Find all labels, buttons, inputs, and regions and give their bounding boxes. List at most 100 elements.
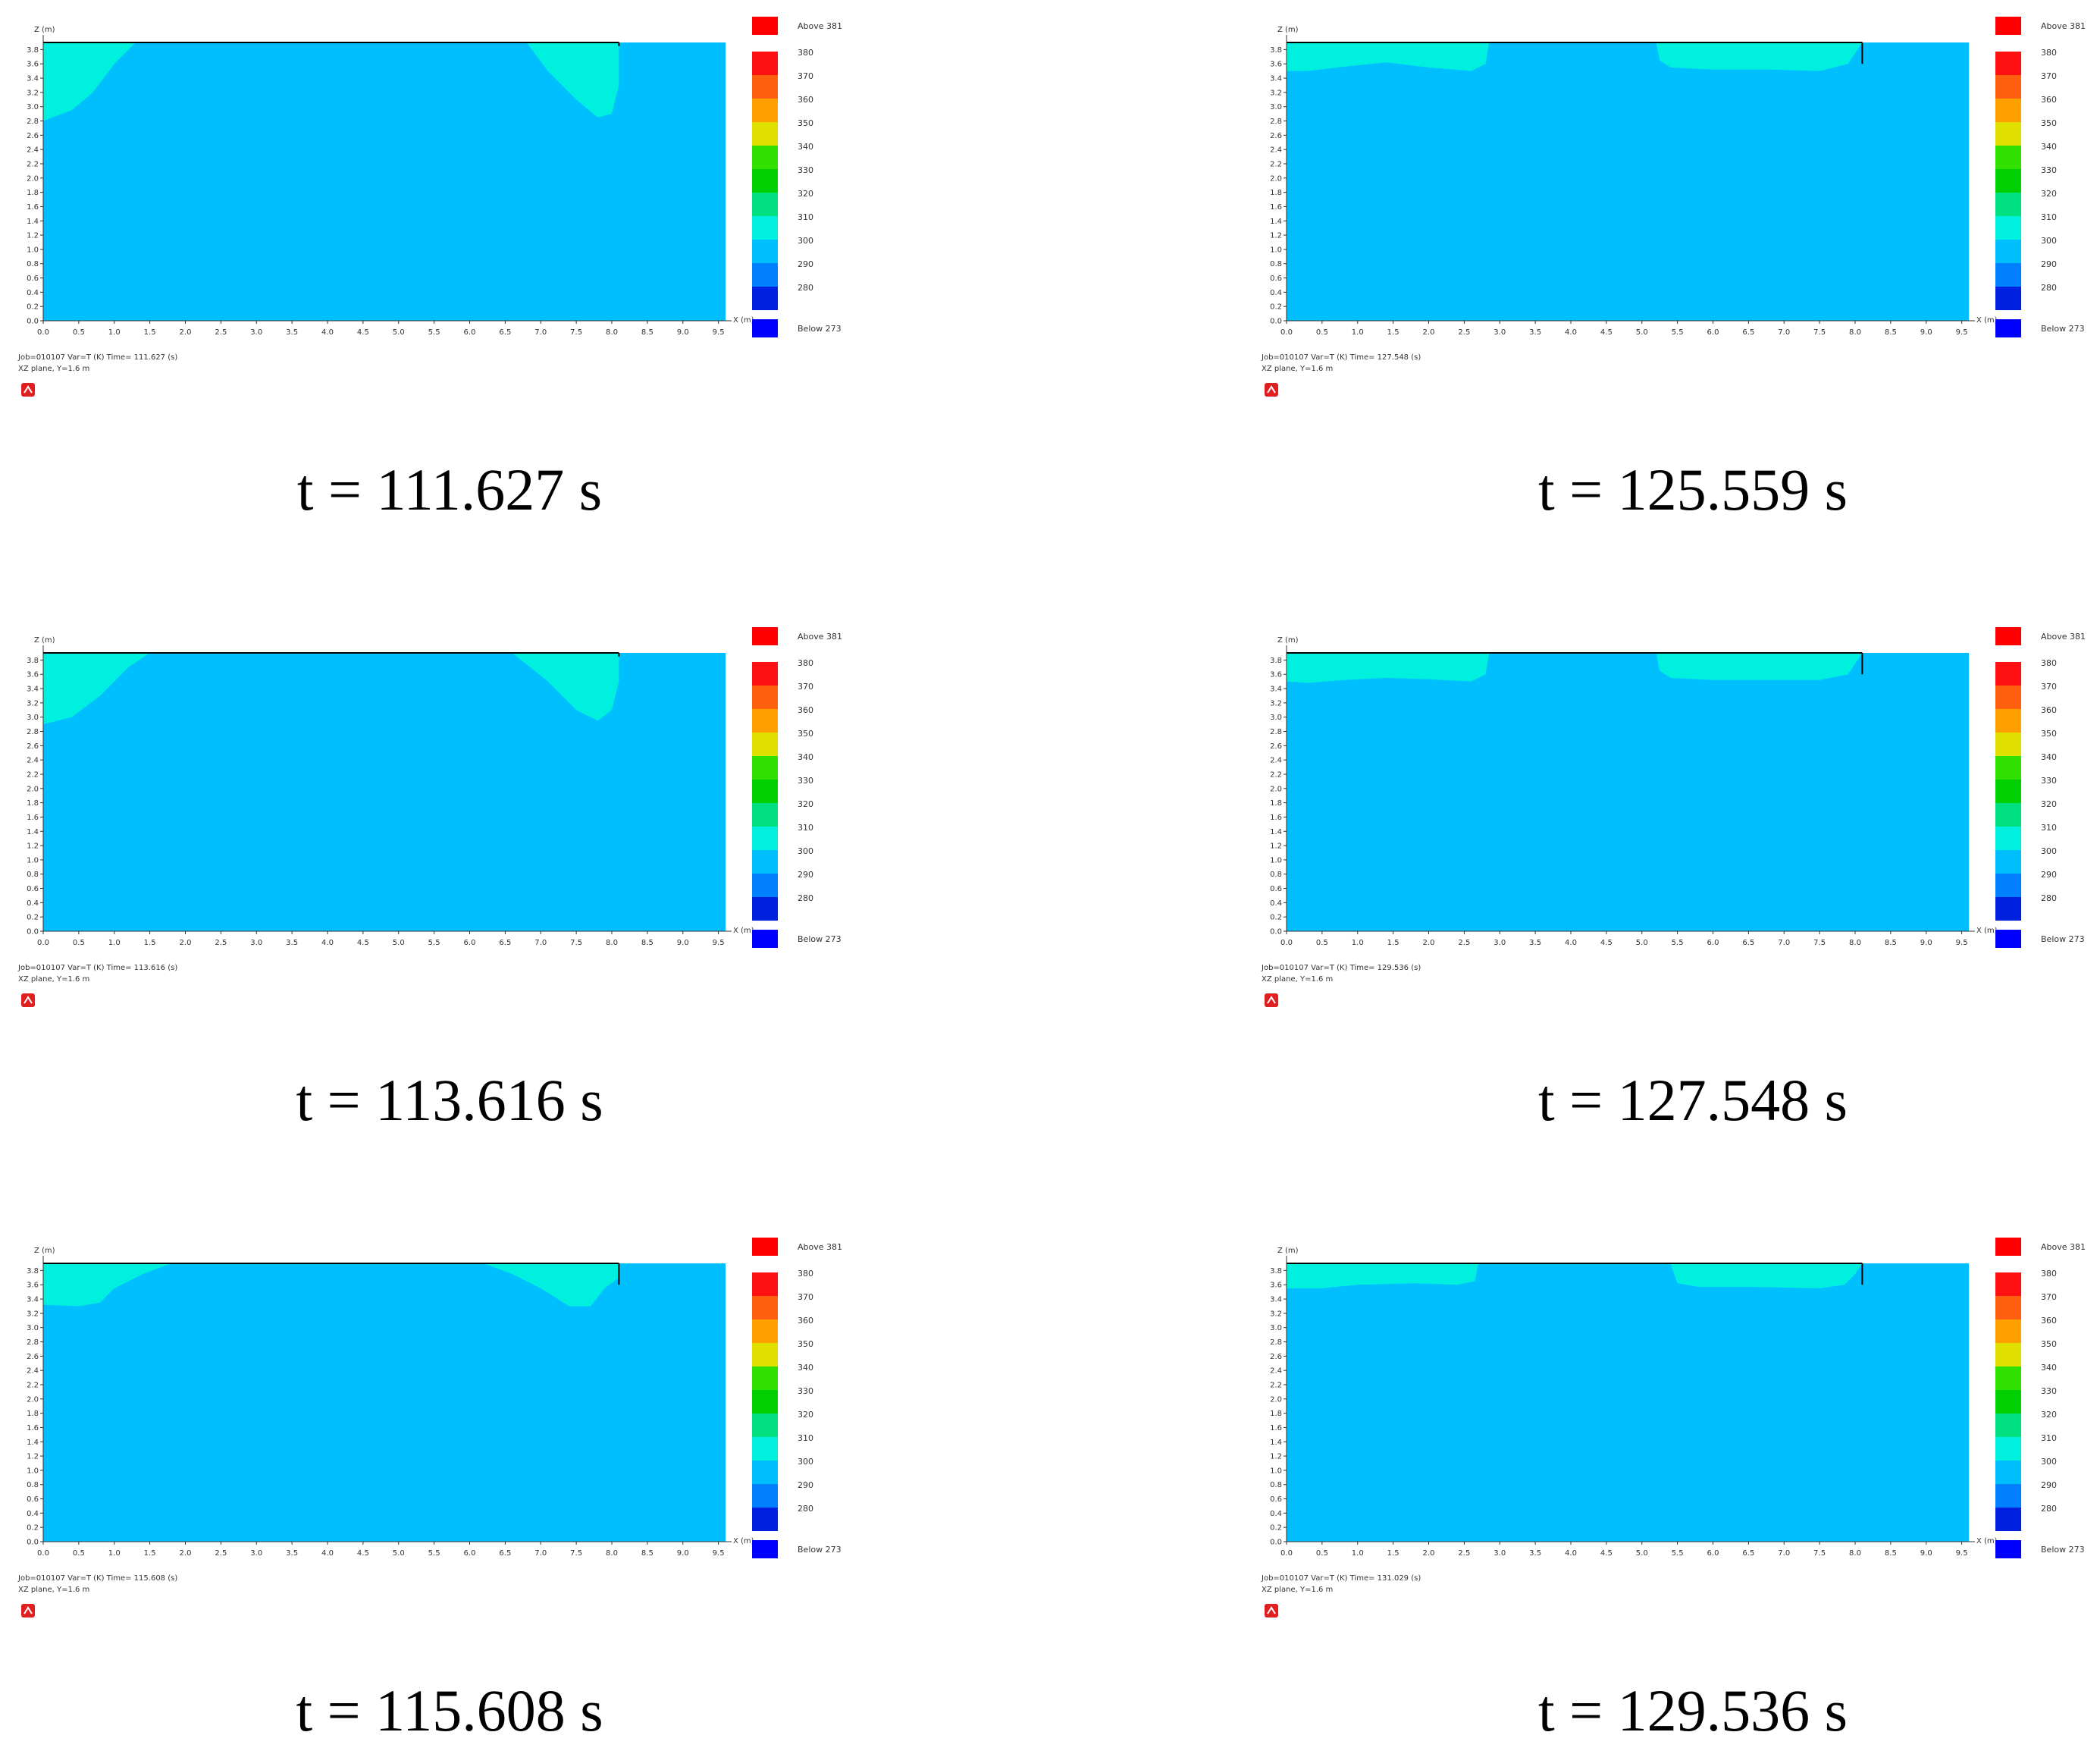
- legend-swatch-330: [1995, 169, 2021, 193]
- y-tick-label: 0.6: [27, 1495, 39, 1504]
- y-tick-label: 1.4: [27, 218, 39, 226]
- info-line-2: XZ plane, Y=1.6 m: [18, 1586, 89, 1594]
- y-tick-label: 3.8: [27, 1267, 39, 1275]
- y-tick-label: 1.2: [27, 1453, 39, 1461]
- x-tick-label: 7.0: [1778, 328, 1790, 337]
- legend-swatch-350: [752, 1343, 778, 1366]
- y-tick-label: 1.6: [1270, 203, 1282, 212]
- legend-label-310: 310: [2041, 823, 2057, 833]
- y-tick-label: 2.0: [27, 785, 39, 793]
- legend-swatch-320: [1995, 803, 2021, 827]
- y-tick-label: 2.2: [1270, 770, 1282, 779]
- x-tick-label: 8.5: [641, 1549, 654, 1558]
- legend-swatch-300: [752, 1461, 778, 1484]
- info-line-1: Job=010107 Var=T (K) Time= 131.029 (s): [1261, 1574, 1421, 1583]
- software-logo-icon: [1265, 1604, 1278, 1618]
- panel-5: Z (m) X (m) 0.0 0.2 0.4 0.6 0.8 1.0 1.2 1.4 1.6 1.8…: [17, 1238, 842, 1743]
- x-tick-label: 4.5: [1600, 1549, 1613, 1558]
- y-tick-label: 1.6: [27, 1424, 39, 1432]
- y-tick-label: 1.8: [27, 1410, 39, 1418]
- x-tick-label: 8.5: [1885, 328, 1897, 337]
- legend-swatch-290: [752, 263, 778, 287]
- y-tick-label: 2.8: [1270, 728, 1282, 736]
- y-tick-label: 0.6: [1270, 885, 1282, 893]
- legend-label-300: 300: [798, 846, 813, 856]
- x-tick-label: 8.0: [1849, 328, 1861, 337]
- panel-4: Z (m) X (m) 0.0 0.2 0.4 0.6 0.8 1.0 1.2 1.4 1.6 1.8…: [1261, 627, 2086, 1133]
- y-tick-label: 1.2: [27, 232, 39, 240]
- y-tick-label: 0.4: [1270, 1510, 1282, 1518]
- legend-swatch-280: [1995, 287, 2021, 310]
- legend-swatch-below: [1995, 1540, 2021, 1558]
- y-tick-label: 1.8: [27, 189, 39, 197]
- legend-label-370: 370: [2041, 1292, 2057, 1302]
- legend-label-330: 330: [798, 1386, 813, 1396]
- x-tick-label: 0.5: [73, 328, 85, 337]
- info-line-2: XZ plane, Y=1.6 m: [1262, 1586, 1333, 1594]
- y-tick-label: 1.2: [1270, 232, 1282, 240]
- time-caption: t = 129.536 s: [1538, 1677, 1848, 1743]
- x-tick-label: 9.5: [713, 939, 725, 947]
- y-tick-label: 3.2: [1270, 89, 1282, 97]
- x-axis-label: X (m): [733, 316, 754, 325]
- legend-swatch-380: [752, 52, 778, 75]
- x-tick-label: 2.0: [180, 1549, 192, 1558]
- y-tick-label: 3.8: [27, 657, 39, 665]
- warm-region-1: [1287, 1263, 1479, 1288]
- x-tick-label: 6.5: [499, 328, 511, 337]
- temperature-field: [43, 42, 726, 321]
- legend-label-290: 290: [798, 1480, 813, 1490]
- info-line-2: XZ plane, Y=1.6 m: [18, 975, 89, 984]
- x-tick-label: 1.5: [144, 328, 156, 337]
- y-tick-label: 0.2: [27, 914, 39, 922]
- legend-swatch-380: [1995, 1272, 2021, 1296]
- x-axis-label: X (m): [733, 1537, 754, 1545]
- y-tick-label: 1.8: [1270, 1410, 1282, 1418]
- x-tick-label: 9.5: [1956, 1549, 1968, 1558]
- temperature-field: [1287, 1263, 1969, 1542]
- legend-swatch-280: [1995, 1508, 2021, 1531]
- x-tick-label: 3.5: [1529, 939, 1541, 947]
- legend-swatch-330: [752, 169, 778, 193]
- x-tick-label: 2.5: [1458, 1549, 1470, 1558]
- warm-region-2: [526, 42, 619, 118]
- legend-swatch-320: [752, 803, 778, 827]
- color-legend: Above 381 380 370 360 350 340 330 320 310 300 290 2…: [752, 627, 842, 948]
- legend-label-310: 310: [2041, 1433, 2057, 1443]
- y-tick-label: 1.2: [1270, 842, 1282, 851]
- x-tick-label: 6.0: [464, 939, 476, 947]
- y-tick-label: 3.0: [27, 1324, 39, 1332]
- legend-swatch-280: [752, 287, 778, 310]
- time-caption: t = 113.616 s: [296, 1067, 603, 1133]
- panel-1: Z (m) X (m) 0.0 0.2 0.4 0.6 0.8 1.0 1.2 1.4 1.6 1.8…: [17, 17, 842, 522]
- legend-label-280: 280: [798, 893, 813, 903]
- legend-swatch-360: [1995, 709, 2021, 733]
- legend-label-290: 290: [2041, 259, 2057, 269]
- warm-region-1: [43, 1263, 171, 1307]
- y-tick-label: 3.0: [1270, 714, 1282, 722]
- legend-swatch-320: [752, 193, 778, 216]
- x-tick-label: 5.0: [393, 328, 405, 337]
- y-tick-label: 3.4: [1270, 686, 1282, 694]
- x-tick-label: 4.5: [357, 939, 369, 947]
- y-tick-label: 0.6: [1270, 275, 1282, 283]
- x-tick-label: 9.5: [713, 328, 725, 337]
- x-tick-label: 8.0: [1849, 1549, 1861, 1558]
- x-tick-label: 3.0: [250, 328, 262, 337]
- y-tick-label: 0.6: [27, 275, 39, 283]
- legend-label-above: Above 381: [2041, 632, 2086, 642]
- legend-label-320: 320: [2041, 189, 2057, 199]
- y-tick-label: 3.6: [27, 1282, 39, 1290]
- warm-region-2: [512, 653, 619, 721]
- legend-swatch-360: [1995, 99, 2021, 122]
- legend-swatch-310: [752, 216, 778, 240]
- y-tick-label: 2.4: [27, 757, 39, 765]
- x-tick-label: 2.5: [215, 1549, 227, 1558]
- x-tick-label: 9.0: [1920, 1549, 1932, 1558]
- legend-label-280: 280: [2041, 893, 2057, 903]
- x-axis-label: X (m): [1976, 316, 1998, 325]
- x-tick-label: 7.5: [570, 939, 582, 947]
- legend-label-350: 350: [798, 1339, 813, 1349]
- time-caption: t = 111.627 s: [297, 457, 602, 522]
- legend-swatch-370: [752, 1296, 778, 1319]
